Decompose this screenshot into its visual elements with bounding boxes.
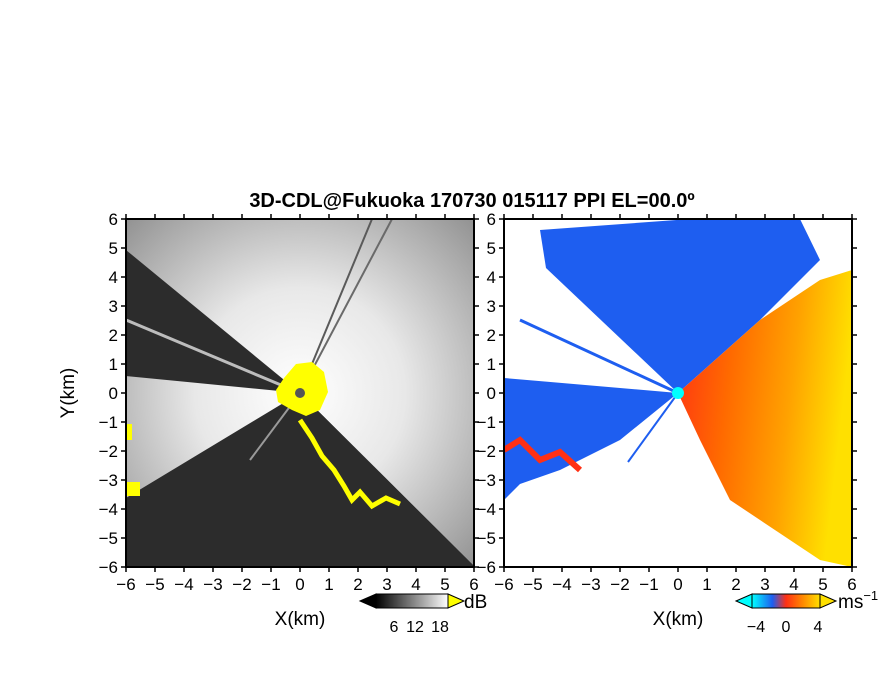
y-tick-label: −4 [477, 500, 496, 519]
y-tick-label: 3 [109, 297, 118, 316]
x-tick-label: 0 [673, 575, 682, 594]
x-tick-label: −2 [610, 575, 629, 594]
y-tick-label: −6 [99, 558, 118, 577]
y-tick-label: 2 [109, 326, 118, 345]
x-tick-label: −4 [174, 575, 193, 594]
velocity-panel [504, 219, 852, 567]
x-tick-label: −4 [552, 575, 571, 594]
radar-site-marker [295, 388, 305, 398]
chart-title: 3D-CDL@Fukuoka 170730 015117 PPI EL=00.0… [249, 190, 694, 212]
y-tick-label: −2 [99, 442, 118, 461]
x-tick-label: −5 [523, 575, 542, 594]
receding-edge [504, 436, 583, 473]
velocity-streak [519, 318, 679, 395]
x-tick-label: 4 [411, 575, 420, 594]
y-tick-label: −4 [99, 500, 118, 519]
y-tick-label: 4 [109, 268, 118, 287]
y-tick-label: −5 [99, 529, 118, 548]
colorbar-tick-label: −4 [747, 619, 765, 636]
x-axis-label-right: X(km) [653, 609, 704, 630]
y-tick-label: 1 [487, 355, 496, 374]
x-tick-label: 1 [324, 575, 333, 594]
x-tick-label: 5 [818, 575, 827, 594]
y-tick-label: 5 [487, 239, 496, 258]
y-tick-label: 3 [487, 297, 496, 316]
x-tick-label: 5 [440, 575, 449, 594]
colorbar-tick-label: 12 [406, 619, 424, 636]
approaching-flow-north [540, 219, 820, 393]
x-tick-label: 0 [295, 575, 304, 594]
x-tick-label: 3 [382, 575, 391, 594]
colorbar-unit: ms−1 [838, 588, 878, 613]
x-tick-label: 4 [789, 575, 798, 594]
colorbar-tick-label: 0 [782, 619, 791, 636]
x-tick-label: −2 [232, 575, 251, 594]
reflectivity-colorbar: dB 6 12 18 [358, 592, 487, 636]
streak-line [299, 219, 393, 394]
x-tick-label: 6 [469, 575, 478, 594]
x-axis-label-left: X(km) [275, 609, 326, 630]
colorbar-tick-label: 4 [814, 619, 823, 636]
y-tick-label: −1 [477, 413, 496, 432]
radar-site-marker [672, 387, 684, 399]
y-tick-label: −3 [477, 471, 496, 490]
colorbar-tick-label: 18 [431, 619, 449, 636]
velocity-colorbar: ms−1 −4 0 4 [734, 588, 878, 636]
x-tick-label: −3 [203, 575, 222, 594]
x-tick-label: 6 [847, 575, 856, 594]
clutter-edge [297, 418, 401, 510]
blocked-sector-west [126, 250, 300, 393]
y-tick-label: 5 [109, 239, 118, 258]
colorbar-arrow-left [358, 593, 377, 609]
y-tick-label: 1 [109, 355, 118, 374]
y-tick-label: 4 [487, 268, 496, 287]
x-tick-label: −1 [639, 575, 658, 594]
y-axis-label: Y(km) [58, 368, 79, 419]
y-tick-label: 6 [109, 210, 118, 229]
y-tick-label: −3 [99, 471, 118, 490]
approaching-flow-west [504, 378, 678, 500]
receding-flow-east [678, 270, 852, 567]
x-tick-label: −3 [581, 575, 600, 594]
x-tick-label: −6 [116, 575, 135, 594]
x-tick-label: −1 [261, 575, 280, 594]
y-tick-label: 0 [109, 384, 118, 403]
colorbar-gradient [751, 593, 821, 609]
axis-ticks: −6 −5 −4 −3 −2 −1 0 1 2 3 4 5 66543210−1−2−3−4−5−6−6… [99, 210, 857, 594]
x-tick-label: 2 [731, 575, 740, 594]
y-tick-label: −2 [477, 442, 496, 461]
velocity-streak [627, 392, 679, 463]
colorbar-arrow-left [734, 593, 753, 609]
y-tick-label: 2 [487, 326, 496, 345]
y-tick-label: −1 [99, 413, 118, 432]
blocked-sector-southeast [300, 393, 474, 567]
clutter-edge [126, 482, 140, 496]
streak-line [126, 318, 301, 395]
colorbar-tick-label: 6 [390, 619, 399, 636]
x-tick-label: 1 [702, 575, 711, 594]
reflectivity-panel [126, 219, 474, 567]
x-tick-label: 3 [760, 575, 769, 594]
x-tick-label: −5 [145, 575, 164, 594]
colorbar-arrow-right [447, 593, 466, 609]
clutter-edge [126, 424, 132, 440]
y-tick-label: 6 [487, 210, 496, 229]
y-tick-label: −5 [477, 529, 496, 548]
x-tick-label: 2 [353, 575, 362, 594]
colorbar-unit: dB [464, 592, 487, 613]
y-tick-label: 0 [487, 384, 496, 403]
y-tick-label: −6 [477, 558, 496, 577]
colorbar-gradient [375, 593, 449, 609]
x-tick-label: −6 [494, 575, 513, 594]
colorbar-arrow-right [819, 593, 838, 609]
